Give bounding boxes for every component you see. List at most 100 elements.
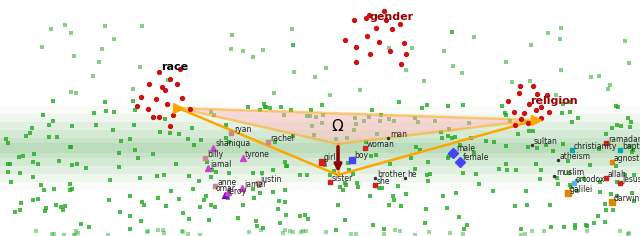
Point <box>541 143 552 147</box>
Point <box>524 129 534 133</box>
Point <box>586 75 596 79</box>
Point <box>252 224 262 228</box>
Point <box>307 124 317 128</box>
Point <box>623 116 634 119</box>
Point <box>65 145 76 149</box>
Point <box>595 180 605 184</box>
Point <box>223 171 234 174</box>
Point <box>28 161 38 164</box>
Point <box>437 136 447 140</box>
Point <box>289 71 299 74</box>
Point <box>171 162 181 166</box>
Point <box>445 231 455 235</box>
Bar <box>0 114 640 182</box>
Polygon shape <box>178 108 536 144</box>
Point <box>532 146 543 150</box>
Point <box>620 39 630 43</box>
Point <box>570 226 580 230</box>
Point <box>367 109 378 112</box>
Point <box>129 123 139 127</box>
Point <box>70 233 80 236</box>
Text: female: female <box>463 153 490 162</box>
Point <box>443 156 453 160</box>
Text: jamal: jamal <box>210 160 232 169</box>
Point <box>255 109 265 112</box>
Point <box>104 198 114 202</box>
Point <box>611 104 621 108</box>
Point <box>589 221 599 225</box>
Point <box>72 162 83 166</box>
Point <box>41 206 51 210</box>
Point <box>417 106 427 110</box>
Point <box>125 214 136 218</box>
Point <box>65 188 75 192</box>
Point <box>625 144 635 148</box>
Point <box>612 194 623 198</box>
Point <box>469 35 479 39</box>
Point <box>558 142 568 146</box>
Point <box>259 105 269 109</box>
Point <box>628 148 639 152</box>
Point <box>329 169 339 173</box>
Point <box>383 203 394 207</box>
Point <box>136 219 146 223</box>
Point <box>388 198 399 202</box>
Point <box>411 145 421 149</box>
Point <box>115 166 125 169</box>
Point <box>281 214 291 217</box>
Point <box>501 113 511 117</box>
Point <box>310 76 321 79</box>
Point <box>10 210 20 214</box>
Point <box>280 200 291 204</box>
Point <box>31 229 41 233</box>
Point <box>340 218 350 222</box>
Point <box>377 186 387 190</box>
Text: race: race <box>161 62 189 72</box>
Point <box>3 170 13 174</box>
Point <box>257 48 268 52</box>
Point <box>348 172 358 176</box>
Point <box>595 190 605 194</box>
Point <box>466 136 476 140</box>
Point <box>276 105 286 109</box>
Text: baptism: baptism <box>622 142 640 151</box>
Point <box>33 198 43 201</box>
Point <box>209 205 220 209</box>
Point <box>295 173 305 177</box>
Text: anne: anne <box>217 178 236 187</box>
Point <box>84 225 94 229</box>
Point <box>36 183 46 187</box>
Point <box>424 172 435 176</box>
Point <box>305 114 316 118</box>
Point <box>195 233 205 236</box>
Bar <box>0 106 640 190</box>
Point <box>88 74 98 78</box>
Point <box>439 49 449 53</box>
Point <box>455 143 465 147</box>
Point <box>458 71 468 75</box>
Point <box>611 164 621 168</box>
Point <box>104 178 115 181</box>
Point <box>317 121 327 125</box>
Point <box>6 180 16 184</box>
Point <box>559 226 569 229</box>
Point <box>344 168 355 172</box>
Point <box>47 232 57 236</box>
Point <box>152 174 162 177</box>
Text: justin: justin <box>260 175 282 184</box>
Point <box>282 164 292 168</box>
Point <box>325 173 335 177</box>
Text: $\Omega$: $\Omega$ <box>332 118 344 134</box>
Point <box>424 230 434 233</box>
Point <box>565 183 575 186</box>
Point <box>260 105 271 109</box>
Point <box>505 119 515 123</box>
Point <box>177 229 188 232</box>
Point <box>601 132 611 136</box>
Point <box>52 135 62 139</box>
Point <box>343 161 353 164</box>
Point <box>109 37 119 41</box>
Point <box>324 93 335 97</box>
Point <box>223 196 234 200</box>
Point <box>205 203 216 207</box>
